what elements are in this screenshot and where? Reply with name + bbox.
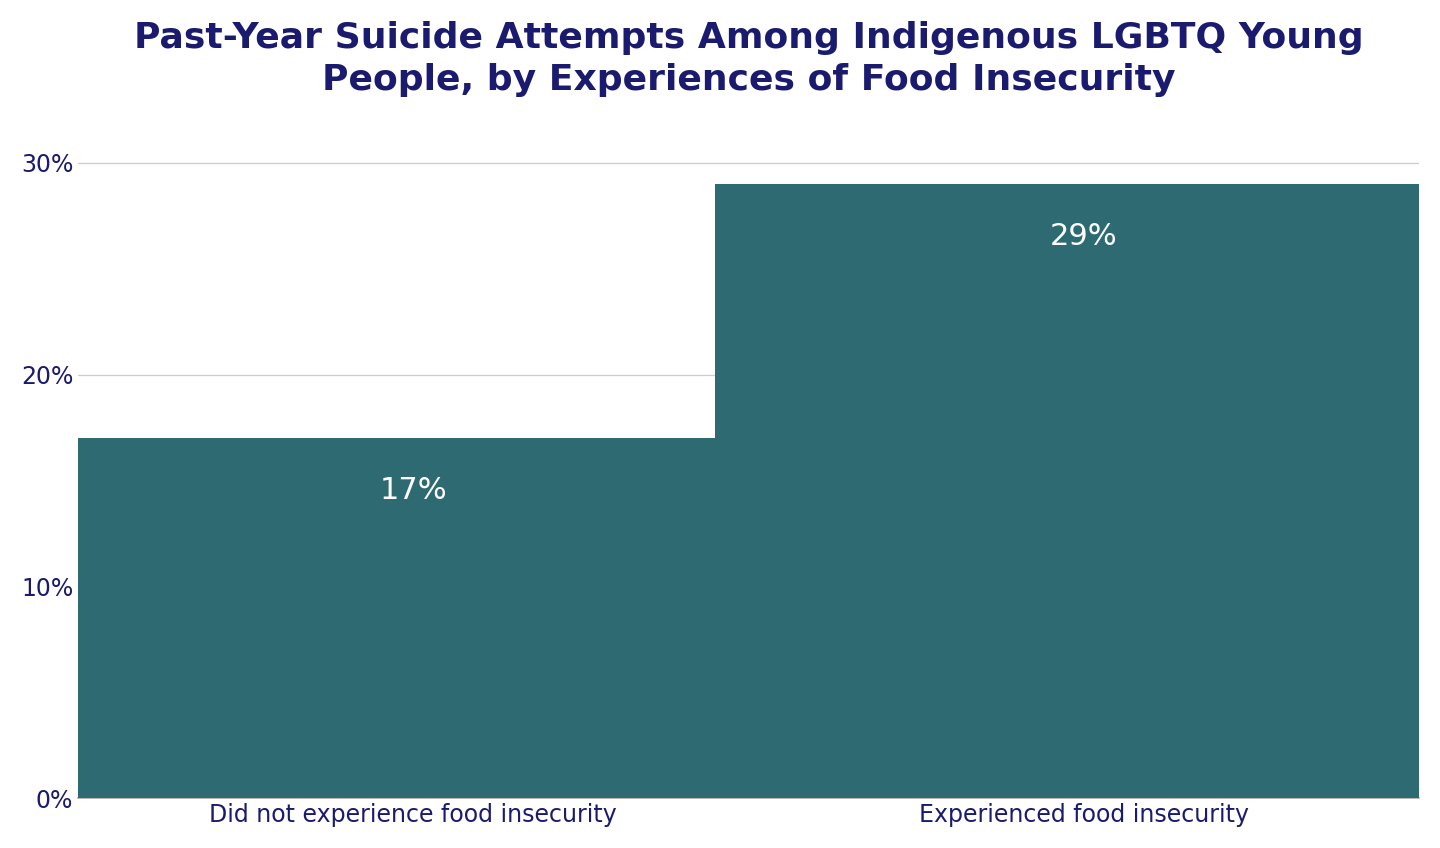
Bar <box>45 438 782 798</box>
Bar <box>716 184 1440 798</box>
Text: 17%: 17% <box>380 477 448 505</box>
Title: Past-Year Suicide Attempts Among Indigenous LGBTQ Young
People, by Experiences o: Past-Year Suicide Attempts Among Indigen… <box>134 21 1364 97</box>
Text: 29%: 29% <box>1050 222 1117 251</box>
